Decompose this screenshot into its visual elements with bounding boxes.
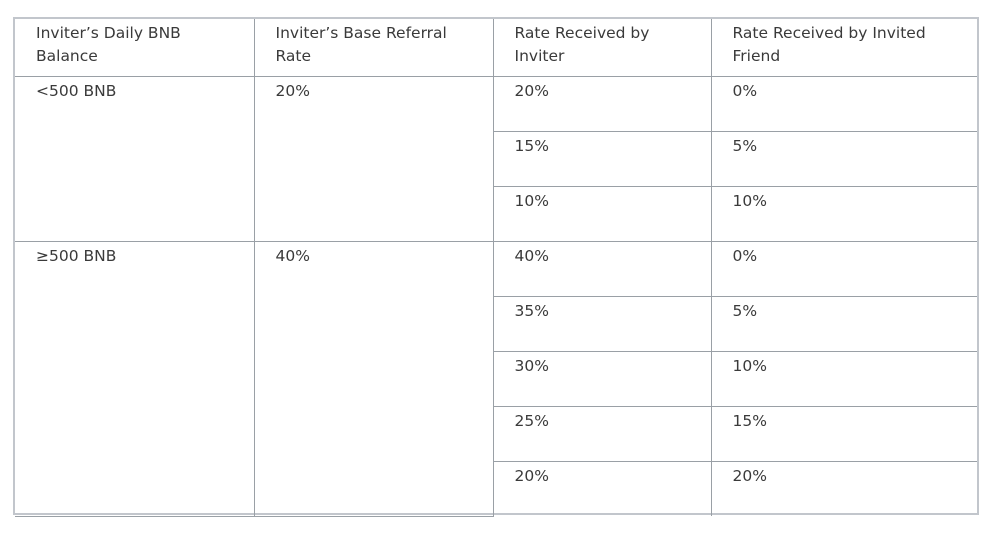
inviter-rate-cell: 40% [492,240,712,297]
inviter-rate-cell: 10% [493,185,712,242]
friend-rate-cell: 15% [710,405,977,462]
inviter-rate-cell: 35% [493,295,712,352]
header-rate-received-by-friend: Rate Received by Invited Friend [710,19,977,77]
table-row: ≥500 BNB 40% 40% 0% [15,240,977,517]
inviter-rate-cell: 15% [493,130,712,187]
table-row: 15% 5% [15,130,977,187]
base-rate-cell: 40% [253,240,494,517]
friend-rate-cell: 10% [710,350,977,407]
friend-rate-cell: 0% [710,240,977,297]
base-rate-cell: 20% [253,75,494,242]
inviter-rate-cell: 20% [492,75,712,132]
header-daily-bnb-balance: Inviter’s Daily BNB Balance [15,19,255,77]
header-rate-received-by-inviter: Rate Received by Inviter [492,19,712,77]
friend-rate-cell: 5% [710,130,977,187]
table-row: 25% 15% [15,405,977,462]
table-row: 20% 20% [15,460,977,516]
friend-rate-cell: 0% [710,75,977,132]
table-row: <500 BNB 20% 20% 0% [15,75,977,242]
balance-cell: ≥500 BNB [15,240,255,517]
inviter-rate-cell: 25% [493,405,712,462]
referral-rate-table-container: Inviter’s Daily BNB Balance Inviter’s Ba… [13,17,979,517]
friend-rate-cell: 10% [710,185,977,242]
inviter-rate-cell: 20% [493,460,712,516]
friend-rate-cell: 5% [710,295,977,352]
referral-rate-table: Inviter’s Daily BNB Balance Inviter’s Ba… [15,19,977,517]
friend-rate-cell: 20% [710,460,977,516]
inviter-rate-cell: 30% [493,350,712,407]
balance-cell: <500 BNB [15,75,255,242]
header-base-referral-rate: Inviter’s Base Referral Rate [253,19,494,77]
table-header-row: Inviter’s Daily BNB Balance Inviter’s Ba… [15,19,977,77]
table-row: 30% 10% [15,350,977,407]
